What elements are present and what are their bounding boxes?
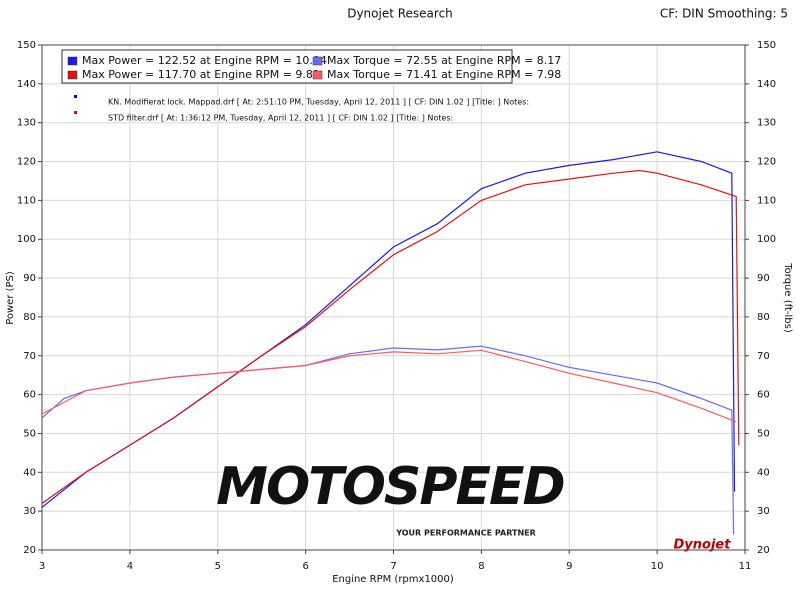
legend-swatch <box>312 56 323 66</box>
x-tick-label: 7 <box>390 561 396 572</box>
legend-swatch <box>67 70 78 80</box>
legend-entry: Max Power = 117.70 at Engine RPM = 9.81 <box>82 68 320 81</box>
y2-tick-label: 20 <box>757 545 770 556</box>
series-line <box>41 169 740 504</box>
run-marker <box>74 111 77 114</box>
y-tick-label: 90 <box>23 273 36 284</box>
y2-tick-label: 40 <box>757 467 770 478</box>
y2-tick-label: 130 <box>757 118 776 129</box>
legend-entry: Max Power = 122.52 at Engine RPM = 10.04 <box>82 54 327 67</box>
run-note: KN. Modifierat lock. Mappad.drf [ At: 2:… <box>108 98 529 107</box>
y-tick-label: 30 <box>23 506 36 517</box>
x-tick-label: 11 <box>739 561 752 572</box>
y2-tick-label: 50 <box>757 428 770 439</box>
legend-swatch <box>312 70 323 80</box>
header: Dynojet Research <box>347 7 453 21</box>
y2-tick-label: 150 <box>757 40 776 51</box>
x-tick-label: 3 <box>39 561 45 572</box>
x-tick-label: 9 <box>566 561 572 572</box>
y-tick-label: 70 <box>23 351 36 362</box>
series-line <box>41 349 737 423</box>
y-axis-title: Power (PS) <box>5 271 16 325</box>
legend-entry: Max Torque = 72.55 at Engine RPM = 8.17 <box>327 54 561 67</box>
x-tick-label: 5 <box>215 561 221 572</box>
x-axis-title: Engine RPM (rpmx1000) <box>332 574 454 585</box>
logo: MOTOSPEED <box>216 457 563 517</box>
y-tick-label: 80 <box>23 312 36 323</box>
y2-tick-label: 80 <box>757 312 770 323</box>
y2-tick-label: 110 <box>757 195 776 206</box>
plot-frame <box>41 44 746 551</box>
y2-tick-label: 100 <box>757 234 776 245</box>
y-tick-label: 20 <box>23 545 36 556</box>
y2-tick-label: 60 <box>757 390 770 401</box>
legend-swatch <box>67 56 78 66</box>
y2-tick-label: 120 <box>757 157 776 168</box>
y-tick-label: 50 <box>23 428 36 439</box>
y-tick-label: 40 <box>23 467 36 478</box>
brand: Dynojet <box>674 538 732 553</box>
y-tick-label: 110 <box>17 195 36 206</box>
legend-box <box>61 49 513 84</box>
logo-tagline: YOUR PERFORMANCE PARTNER <box>395 529 536 538</box>
y-tick-label: 150 <box>17 40 36 51</box>
y-tick-label: 120 <box>17 157 36 168</box>
x-tick-label: 8 <box>478 561 484 572</box>
y2-axis-title: Torque (ft-lbs) <box>782 262 793 333</box>
run-marker <box>74 95 77 98</box>
y-tick-label: 130 <box>17 118 36 129</box>
y2-tick-label: 30 <box>757 506 770 517</box>
y-tick-label: 140 <box>17 79 36 90</box>
header-right: CF: DIN Smoothing: 5 <box>660 7 788 21</box>
x-tick-label: 4 <box>127 561 133 572</box>
x-tick-label: 6 <box>302 561 308 572</box>
series-line <box>41 151 736 508</box>
legend-entry: Max Torque = 71.41 at Engine RPM = 7.98 <box>327 68 561 81</box>
y-tick-label: 100 <box>17 234 36 245</box>
x-tick-label: 10 <box>651 561 664 572</box>
y-tick-label: 60 <box>23 390 36 401</box>
y2-tick-label: 90 <box>757 273 770 284</box>
y2-tick-label: 70 <box>757 351 770 362</box>
run-note: STD filter.drf [ At: 1:36:12 PM, Tuesday… <box>108 114 453 123</box>
y2-tick-label: 140 <box>757 79 776 90</box>
